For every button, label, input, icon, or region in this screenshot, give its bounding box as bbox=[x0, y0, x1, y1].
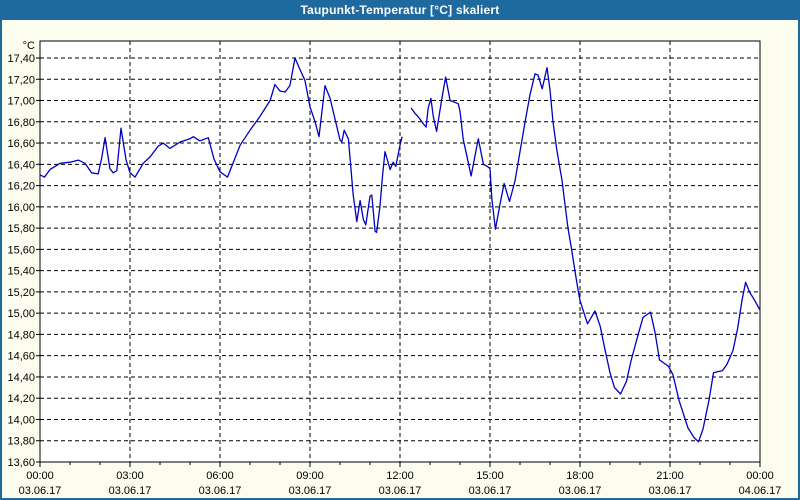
y-tick-label: 14,60 bbox=[7, 351, 35, 363]
x-tick-time-label: 15:00 bbox=[476, 470, 504, 482]
x-tick-date-label: 04.06.17 bbox=[739, 485, 782, 497]
x-tick-date-label: 03.06.17 bbox=[19, 485, 62, 497]
y-tick-label: 15,00 bbox=[7, 308, 35, 320]
x-tick-date-label: 03.06.17 bbox=[559, 485, 602, 497]
y-tick-label: 16,80 bbox=[7, 117, 35, 129]
y-tick-label: 16,00 bbox=[7, 202, 35, 214]
y-tick-label: 17,00 bbox=[7, 96, 35, 108]
x-tick-time-label: 00:00 bbox=[746, 470, 774, 482]
x-tick-time-label: 21:00 bbox=[656, 470, 684, 482]
y-tick-label: 16,20 bbox=[7, 181, 35, 193]
y-tick-label: 15,20 bbox=[7, 287, 35, 299]
x-tick-time-label: 06:00 bbox=[206, 470, 234, 482]
x-tick-time-label: 12:00 bbox=[386, 470, 414, 482]
y-tick-label: 16,40 bbox=[7, 159, 35, 171]
x-tick-time-label: 18:00 bbox=[566, 470, 594, 482]
x-tick-time-label: 00:00 bbox=[26, 470, 54, 482]
y-tick-label: 17,40 bbox=[7, 53, 35, 65]
x-tick-date-label: 03.06.17 bbox=[649, 485, 692, 497]
x-tick-date-label: 03.06.17 bbox=[199, 485, 242, 497]
y-tick-label: 14,20 bbox=[7, 393, 35, 405]
window-titlebar: Taupunkt-Temperatur [°C] skaliert bbox=[0, 0, 800, 20]
x-tick-date-label: 03.06.17 bbox=[379, 485, 422, 497]
y-tick-label: 13,80 bbox=[7, 436, 35, 448]
x-tick-date-label: 03.06.17 bbox=[109, 485, 152, 497]
y-tick-label: 16,60 bbox=[7, 138, 35, 150]
y-tick-label: 15,80 bbox=[7, 223, 35, 235]
plot-border bbox=[39, 40, 761, 463]
x-tick-date-label: 03.06.17 bbox=[469, 485, 512, 497]
y-tick-label: 13,60 bbox=[7, 457, 35, 469]
series-line bbox=[410, 66, 761, 443]
y-tick-label: 15,40 bbox=[7, 266, 35, 278]
x-tick-time-label: 03:00 bbox=[116, 470, 144, 482]
x-tick-time-label: 09:00 bbox=[296, 470, 324, 482]
y-axis-unit-label: °C bbox=[23, 40, 35, 52]
series-line bbox=[39, 57, 403, 234]
y-tick-label: 14,40 bbox=[7, 372, 35, 384]
y-tick-label: 17,20 bbox=[7, 74, 35, 86]
x-tick-date-label: 03.06.17 bbox=[289, 485, 332, 497]
y-tick-label: 14,80 bbox=[7, 329, 35, 341]
window-title: Taupunkt-Temperatur [°C] skaliert bbox=[300, 3, 500, 17]
y-tick-label: 14,00 bbox=[7, 414, 35, 426]
y-tick-label: 15,60 bbox=[7, 244, 35, 256]
